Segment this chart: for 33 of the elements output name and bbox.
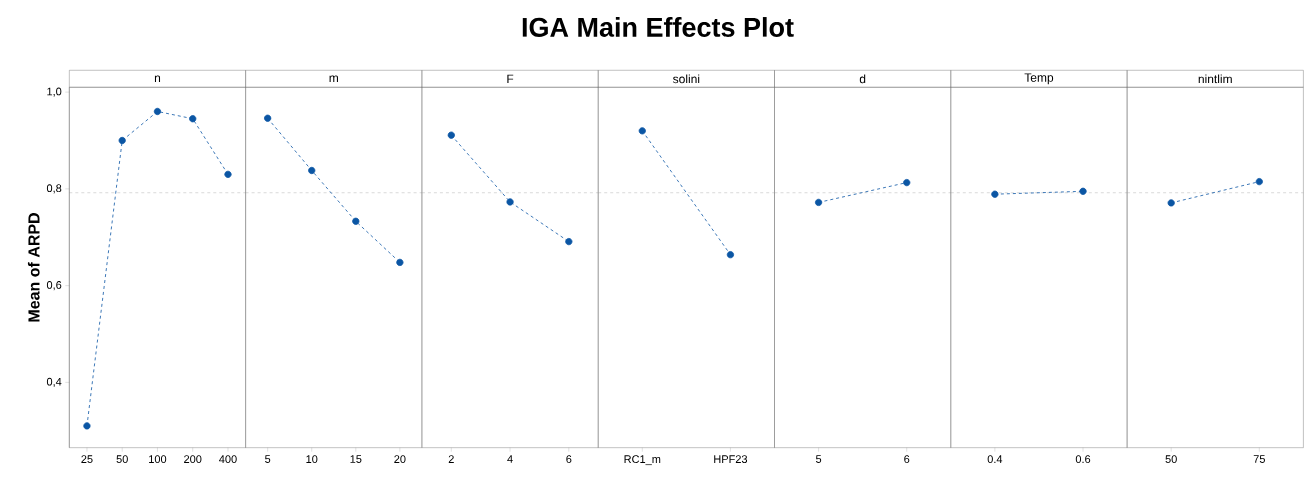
y-tick-label: 0,6 — [46, 281, 62, 291]
x-tick-label: 6 — [566, 455, 572, 464]
x-tick-label: 400 — [219, 455, 237, 464]
x-tick-label: HPF23 — [714, 455, 748, 464]
y-tick-label: 0,8 — [46, 184, 62, 194]
x-tick-label: 20 — [394, 455, 406, 464]
x-tick-label: 5 — [265, 455, 271, 463]
x-tick-label: RC1_m — [624, 455, 661, 466]
x-tick-label: 15 — [350, 455, 362, 463]
y-tick-label: 1,0 — [47, 87, 62, 97]
x-tick-label: 2 — [448, 455, 454, 463]
x-tick-label: 10 — [306, 455, 318, 464]
x-tick-label: 100 — [149, 455, 167, 464]
x-tick-label: 5 — [815, 455, 822, 463]
x-tick-label: 200 — [184, 455, 202, 464]
text: d — [859, 74, 866, 84]
x-tick-label: 25 — [81, 455, 93, 464]
text: F — [507, 74, 514, 83]
text: n — [154, 75, 161, 83]
x-tick-label: 0.4 — [987, 455, 1003, 464]
x-tick-label: 75 — [1253, 455, 1265, 463]
x-tick-label: 6 — [904, 455, 910, 464]
text: nintlim — [1198, 74, 1232, 84]
x-tick-label: 50 — [1165, 455, 1177, 464]
x-tick-label: 50 — [116, 455, 128, 464]
x-tick-label: 0.6 — [1075, 455, 1091, 464]
chart-title: IGA Main Effects Plot — [522, 17, 794, 37]
text: m — [329, 75, 338, 83]
text: Temp — [1024, 73, 1054, 85]
text: solini — [673, 74, 700, 84]
y-tick-label: 0,4 — [46, 377, 62, 387]
x-tick-label: 4 — [507, 455, 513, 463]
y-axis-title: Mean of ARPD — [27, 213, 40, 322]
